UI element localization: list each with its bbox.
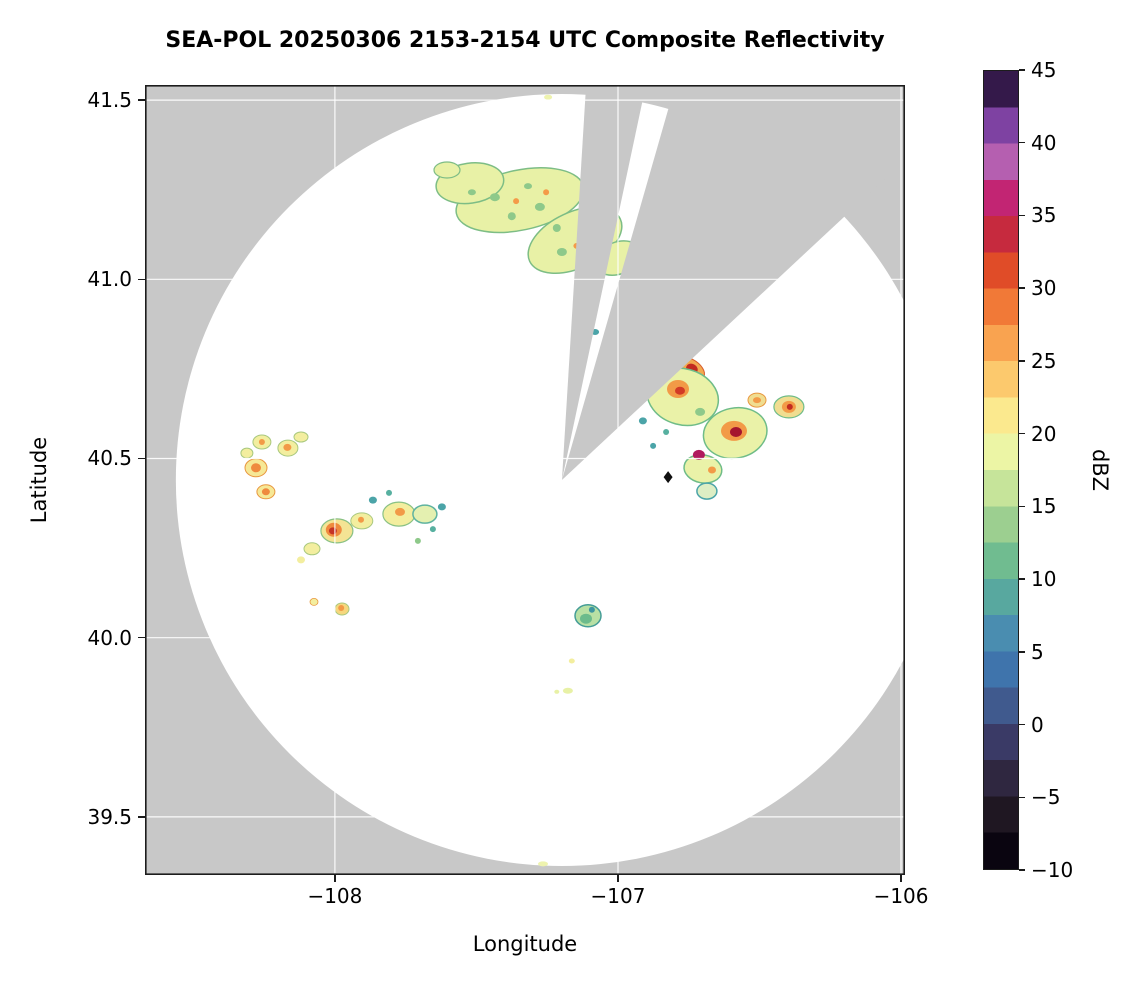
colorbar-tick-label: 0 (1031, 712, 1044, 737)
colorbar-tick-mark (1019, 287, 1025, 289)
y-tick-mark (138, 278, 145, 281)
y-tick-label: 41.0 (87, 267, 132, 292)
x-tick-label: −108 (307, 884, 363, 908)
y-tick-label: 41.5 (87, 88, 132, 113)
colorbar-tick-label: 30 (1031, 276, 1057, 301)
x-tick-label: −106 (873, 884, 929, 908)
x-tick-label: −107 (590, 884, 646, 908)
colorbar-tick-label: 45 (1031, 58, 1057, 82)
colorbar-tick-mark (1019, 141, 1025, 144)
colorbar-tick-label: 15 (1031, 494, 1057, 519)
colorbar-tick-label: −5 (1031, 785, 1061, 810)
colorbar-tick-label: 40 (1031, 130, 1057, 155)
colorbar-label: dBZ (1088, 448, 1112, 492)
y-tick-label: 40.0 (87, 625, 132, 650)
colorbar-tick-label: −10 (1031, 858, 1074, 882)
x-tick-mark (900, 875, 902, 882)
radar-site-marker (663, 471, 673, 484)
chart-title: SEA-POL 20250306 2153-2154 UTC Composite… (165, 28, 885, 53)
y-tick-mark (138, 99, 145, 101)
y-tick-mark (138, 636, 145, 639)
colorbar-tick-mark (1019, 69, 1025, 71)
y-tick-label: 39.5 (87, 804, 132, 829)
y-tick-mark (138, 816, 145, 818)
colorbar-tick-mark (1019, 796, 1025, 799)
radar-reflectivity-map (145, 85, 905, 875)
colorbar-tick-mark (1019, 578, 1025, 580)
y-tick-mark (138, 457, 145, 460)
colorbar-tick-label: 20 (1031, 421, 1057, 446)
colorbar-tick-label: 25 (1031, 348, 1057, 373)
colorbar-tick-mark (1019, 723, 1025, 726)
x-axis-label: Longitude (472, 932, 578, 956)
plot-area (145, 85, 905, 875)
colorbar-tick-label: 5 (1031, 639, 1044, 664)
colorbar-tick-mark (1019, 505, 1025, 508)
y-axis-label: Latitude (27, 436, 51, 524)
colorbar-tick-mark (1019, 432, 1025, 435)
colorbar-tick-mark (1019, 869, 1025, 871)
colorbar-tick-mark (1019, 214, 1025, 217)
x-tick-mark (334, 875, 336, 882)
colorbar-tick-mark (1019, 651, 1025, 653)
colorbar-tick-label: 35 (1031, 203, 1057, 228)
colorbar-tick-mark (1019, 360, 1025, 362)
y-tick-label: 40.5 (87, 446, 132, 471)
colorbar-tick-label: 10 (1031, 567, 1057, 592)
colorbar (983, 70, 1019, 870)
x-tick-mark (617, 875, 619, 882)
